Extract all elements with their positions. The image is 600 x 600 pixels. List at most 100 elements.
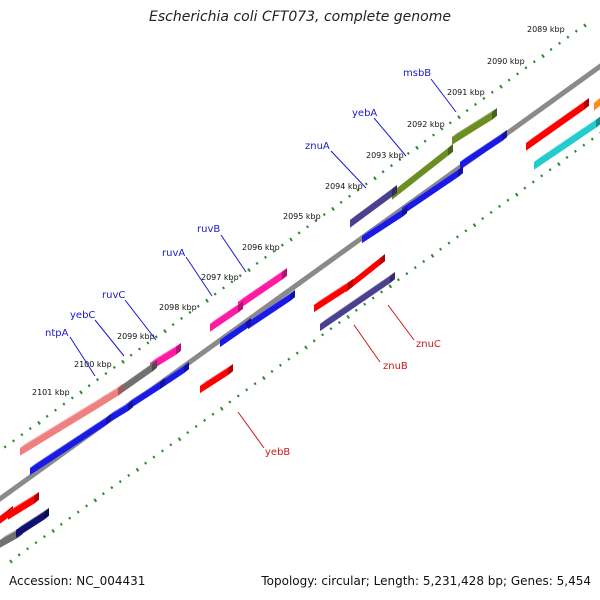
- cds-bar[interactable]: [220, 318, 251, 348]
- scale-tick: [573, 149, 577, 153]
- gene-label-znuB[interactable]: znuB: [383, 361, 408, 372]
- scale-tick: [295, 351, 299, 355]
- cds-bar[interactable]: [460, 130, 507, 170]
- gene-znuB-bar[interactable]: [320, 272, 395, 332]
- scale-tick: [321, 333, 325, 337]
- scale-label: 2098 kbp: [159, 303, 197, 312]
- bar-highlight: [248, 290, 295, 322]
- gene-label-yebC[interactable]: yebC: [70, 310, 95, 321]
- bar-highlight: [314, 279, 353, 305]
- bar-top: [320, 272, 395, 324]
- bar-top: [392, 144, 453, 192]
- bar-end: [458, 166, 463, 178]
- gene-segment-bar[interactable]: [102, 384, 123, 406]
- scale-tick: [548, 168, 552, 172]
- bar-top: [460, 130, 507, 162]
- scale-tick: [20, 433, 24, 437]
- bar-end-shade: [380, 254, 385, 266]
- bar-face: [126, 382, 160, 412]
- bar-highlight: [350, 185, 397, 220]
- gene-ruvA-bar[interactable]: [210, 301, 243, 332]
- bar-end-shade: [392, 185, 397, 197]
- gene-msbB-bar[interactable]: [452, 108, 497, 145]
- bar-face: [30, 418, 106, 476]
- scale-tick: [363, 302, 367, 306]
- bar-highlight: [8, 492, 39, 512]
- genome-backbone: [0, 63, 600, 502]
- bar-end: [282, 268, 287, 280]
- gene-label-msbB[interactable]: msbB: [403, 68, 431, 79]
- bar-highlight: [220, 318, 251, 340]
- bar-end-shade: [228, 364, 233, 376]
- scale-tick: [448, 121, 452, 125]
- gene-left-bar[interactable]: [16, 508, 49, 538]
- scale-tick: [481, 217, 485, 221]
- accession-text: Accession: NC_004431: [9, 574, 146, 588]
- scale-tick: [482, 96, 486, 100]
- bar-end: [128, 400, 133, 412]
- scale-tick: [423, 139, 427, 143]
- bar-top: [200, 364, 233, 386]
- gene-yebA-bar[interactable]: [392, 144, 453, 200]
- gene-ntpA-bar[interactable]: [20, 394, 107, 456]
- gene-label-yebA[interactable]: yebA: [352, 108, 377, 119]
- gene-bars[interactable]: [0, 94, 600, 548]
- cds-bar[interactable]: [402, 166, 463, 216]
- gene-znuC-bar[interactable]: [346, 254, 385, 293]
- bar-top: [0, 506, 13, 516]
- gene-label-ruvC[interactable]: ruvC: [102, 290, 125, 301]
- scale-tick: [287, 357, 291, 361]
- gene-left-bar[interactable]: [8, 492, 39, 520]
- cds-bar[interactable]: [30, 414, 111, 476]
- bar-top: [30, 414, 111, 468]
- scale-label: 2093 kbp: [366, 151, 404, 160]
- bar-end-shade: [238, 301, 243, 313]
- bar-face: [452, 112, 492, 145]
- gene-far-bar[interactable]: [526, 98, 589, 151]
- scale-tick: [373, 176, 377, 181]
- gene-ruvB-bar[interactable]: [238, 268, 287, 310]
- scale-tick: [163, 329, 167, 334]
- scale-tick: [531, 180, 535, 184]
- cds-bar[interactable]: [160, 362, 189, 390]
- scale-tick: [381, 170, 385, 174]
- cds-bar[interactable]: [248, 290, 295, 330]
- gene-znuA-bar[interactable]: [350, 185, 397, 228]
- gene-label-ruvB[interactable]: ruvB: [197, 224, 220, 235]
- gene-yebC-bar[interactable]: [118, 360, 157, 396]
- gene-rev-bar[interactable]: [314, 279, 353, 313]
- bar-face: [108, 404, 128, 424]
- cds-bar[interactable]: [126, 378, 165, 412]
- scale-tick: [104, 371, 108, 376]
- scale-tick: [221, 286, 226, 290]
- bar-face: [534, 120, 596, 170]
- gene-label-ruvA[interactable]: ruvA: [162, 248, 185, 259]
- scale-tick: [430, 253, 435, 258]
- scale-tick: [26, 547, 30, 551]
- bar-end-shade: [448, 144, 453, 156]
- bar-highlight: [150, 343, 181, 363]
- scale-tick: [70, 396, 74, 400]
- bar-face: [350, 189, 392, 228]
- bar-end-shade: [246, 318, 251, 330]
- topology-stats-text: Topology: circular; Length: 5,231,428 bp…: [261, 574, 591, 588]
- bar-highlight: [392, 144, 453, 192]
- scale-ticks-outer: [3, 23, 587, 449]
- scale-label: 2097 kbp: [201, 273, 239, 282]
- scale-tick: [76, 510, 80, 514]
- gene-label-znuC[interactable]: znuC: [416, 339, 441, 350]
- scale-tick: [364, 182, 368, 186]
- scale-tick: [213, 292, 217, 296]
- cds-bar[interactable]: [362, 206, 407, 244]
- gene-far-bar[interactable]: [534, 116, 600, 170]
- scale-label: 2089 kbp: [527, 25, 565, 34]
- cds-bar[interactable]: [108, 400, 133, 424]
- gene-far-bar[interactable]: [594, 94, 600, 111]
- gene-label-yebB[interactable]: yebB: [265, 447, 290, 458]
- scale-tick: [532, 60, 536, 64]
- bar-end: [160, 378, 165, 390]
- gene-yebB-bar[interactable]: [200, 364, 233, 394]
- gene-label-ntpA[interactable]: ntpA: [45, 328, 69, 339]
- gene-label-znuA[interactable]: znuA: [305, 141, 330, 152]
